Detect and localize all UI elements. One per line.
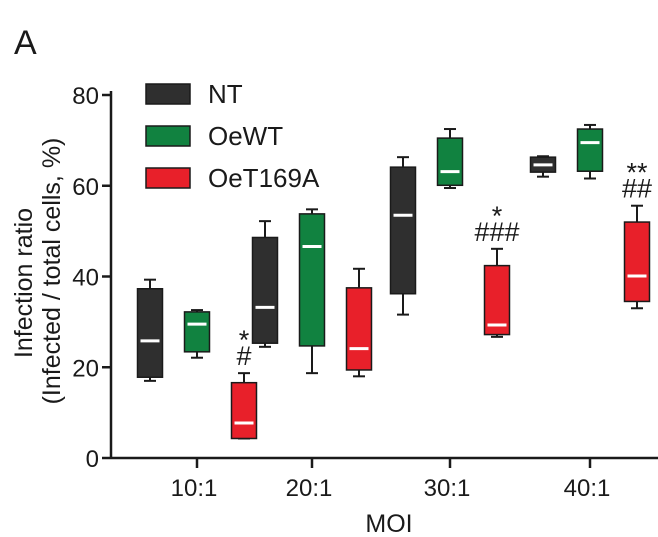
box-NT-40-1	[529, 155, 557, 178]
box-OeWT-10-1	[183, 309, 211, 359]
significance-annotations: *#*###**##	[236, 158, 652, 371]
significance-hash: #	[236, 341, 251, 371]
y-axis-title-line2: (Infected / total cells, %)	[38, 138, 66, 405]
y-axis-title-line1: Infection ratio	[10, 208, 38, 358]
box-body	[389, 166, 417, 295]
box-body	[483, 264, 511, 336]
legend-label-OeT169A: OeT169A	[208, 163, 320, 193]
box-NT-20-1	[251, 220, 279, 348]
box-body	[251, 236, 279, 344]
x-tick-label: 20:1	[286, 475, 333, 502]
legend-swatch-OeT169A	[145, 167, 191, 189]
legend-swatch-OeWT	[145, 125, 191, 147]
box-NT-10-1	[136, 278, 164, 382]
box-body	[183, 311, 211, 353]
boxes	[136, 123, 651, 440]
box-OeT169A-10-1	[230, 372, 258, 440]
significance-stars: **	[626, 158, 648, 188]
box-OeWT-40-1	[576, 123, 604, 180]
legend-label-NT: NT	[208, 79, 243, 109]
significance-hash: ###	[474, 217, 519, 247]
box-NT-30-1	[389, 156, 417, 316]
box-body	[623, 221, 651, 303]
x-axis-title: MOI	[365, 510, 412, 537]
legend: NT OeWT OeT169A	[145, 79, 320, 193]
box-body	[345, 287, 373, 371]
panel-label: A	[14, 24, 37, 62]
box-body	[230, 381, 258, 440]
y-tick-label: 0	[86, 446, 99, 473]
box-body	[298, 213, 326, 347]
box-OeWT-20-1	[298, 208, 326, 375]
legend-label-OeWT: OeWT	[208, 121, 283, 151]
y-axis-title: Infection ratio (Infected / total cells,…	[10, 138, 66, 405]
axes: 0 20 40 60 80 10:1 20:1 30:1 40:1	[72, 83, 658, 502]
box-body	[576, 128, 604, 172]
box-OeT169A-40-1	[623, 204, 651, 310]
y-tick-label: 60	[72, 174, 99, 201]
significance-stars: *	[239, 325, 250, 355]
x-tick-label: 30:1	[424, 475, 471, 502]
x-tick-label: 40:1	[564, 475, 611, 502]
x-tick-label: 10:1	[171, 475, 218, 502]
significance-hash: ##	[622, 174, 652, 204]
y-tick-label: 40	[72, 265, 99, 292]
y-tick-label: 20	[72, 355, 99, 382]
box-body	[136, 288, 164, 378]
box-OeT169A-30-1	[483, 247, 511, 338]
box-OeT169A-20-1	[345, 267, 373, 378]
box-OeWT-30-1	[436, 128, 464, 190]
box-body	[436, 137, 464, 187]
y-tick-label: 80	[72, 83, 99, 110]
significance-stars: *	[492, 201, 503, 231]
legend-swatch-NT	[145, 83, 191, 105]
